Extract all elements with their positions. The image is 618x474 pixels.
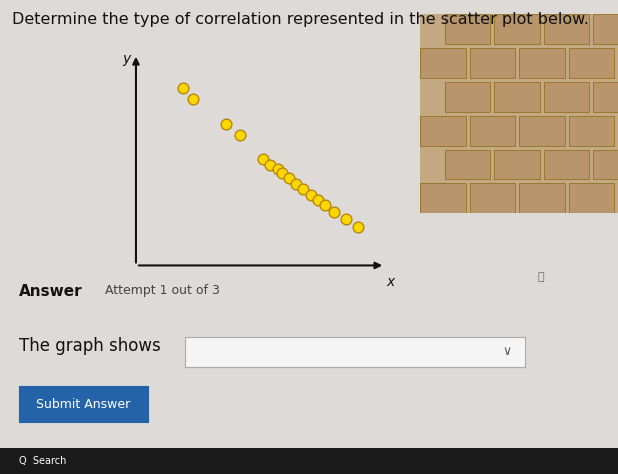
Point [284, 174, 294, 182]
Point [266, 161, 276, 168]
Point [292, 180, 302, 187]
Point [313, 196, 323, 204]
FancyBboxPatch shape [470, 48, 515, 78]
FancyBboxPatch shape [593, 14, 618, 44]
Point [320, 202, 329, 210]
Text: Attempt 1 out of 3: Attempt 1 out of 3 [105, 284, 220, 297]
Point [341, 215, 351, 223]
FancyBboxPatch shape [420, 183, 466, 213]
FancyBboxPatch shape [519, 48, 565, 78]
Point [298, 185, 308, 193]
Point [353, 224, 363, 231]
Point [221, 120, 231, 128]
FancyBboxPatch shape [569, 116, 614, 146]
Text: y: y [122, 52, 130, 66]
Point [235, 131, 245, 138]
Text: ∨: ∨ [502, 346, 512, 358]
FancyBboxPatch shape [470, 183, 515, 213]
Text: ⧉: ⧉ [538, 272, 544, 283]
FancyBboxPatch shape [420, 116, 466, 146]
FancyBboxPatch shape [519, 116, 565, 146]
Point [329, 209, 339, 216]
FancyBboxPatch shape [494, 150, 540, 180]
Text: Determine the type of correlation represented in the scatter plot below.: Determine the type of correlation repres… [12, 12, 589, 27]
Point [178, 84, 188, 92]
Text: Submit Answer: Submit Answer [36, 398, 130, 410]
Text: Q  Search: Q Search [19, 456, 66, 466]
Text: The graph shows: The graph shows [19, 337, 160, 355]
FancyBboxPatch shape [494, 82, 540, 112]
FancyBboxPatch shape [569, 48, 614, 78]
Text: Answer: Answer [19, 284, 82, 300]
FancyBboxPatch shape [593, 82, 618, 112]
Text: x: x [386, 275, 394, 289]
Point [277, 169, 287, 177]
Point [258, 155, 268, 163]
FancyBboxPatch shape [445, 14, 491, 44]
Point [306, 191, 316, 199]
FancyBboxPatch shape [569, 183, 614, 213]
FancyBboxPatch shape [445, 82, 491, 112]
FancyBboxPatch shape [593, 150, 618, 180]
FancyBboxPatch shape [544, 150, 590, 180]
FancyBboxPatch shape [544, 14, 590, 44]
FancyBboxPatch shape [494, 14, 540, 44]
FancyBboxPatch shape [445, 150, 491, 180]
FancyBboxPatch shape [519, 183, 565, 213]
FancyBboxPatch shape [420, 48, 466, 78]
FancyBboxPatch shape [470, 116, 515, 146]
Point [273, 165, 282, 173]
FancyBboxPatch shape [544, 82, 590, 112]
Point [188, 95, 198, 103]
